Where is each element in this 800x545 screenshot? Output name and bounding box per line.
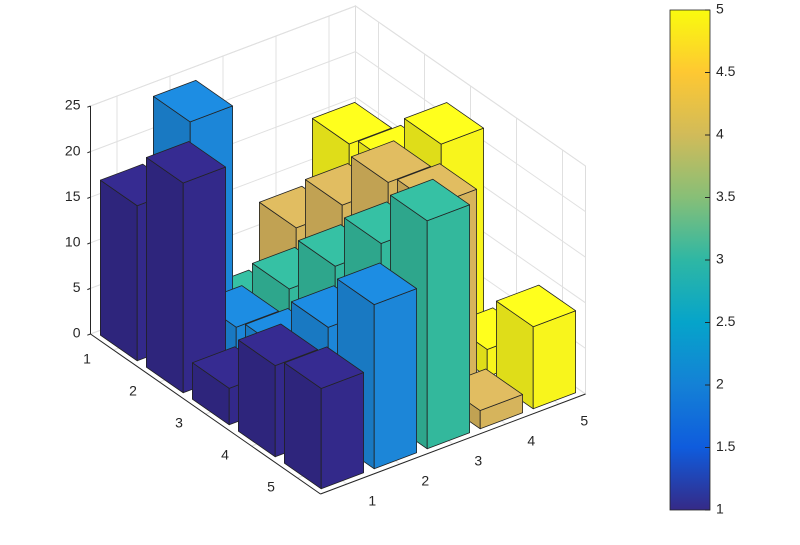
bar-top — [350, 140, 432, 183]
colorbar — [669, 9, 711, 511]
bar-top — [311, 102, 393, 145]
bar — [283, 346, 365, 490]
y-tick-label: 4 — [221, 447, 229, 463]
x-tick-label: 2 — [421, 472, 429, 488]
z-tick-label: 20 — [65, 142, 81, 158]
bar-front — [532, 310, 576, 410]
bar-top — [237, 323, 319, 367]
tick-mark — [87, 151, 91, 154]
y-axis-line — [90, 333, 321, 495]
tick-mark — [87, 196, 91, 199]
bar-front — [373, 288, 418, 470]
bar-top — [145, 141, 227, 184]
bar-top — [336, 262, 418, 306]
y-tick-label: 5 — [267, 479, 275, 495]
colorbar-tick-label: 1.5 — [716, 438, 736, 454]
y-tick-label: 1 — [83, 351, 91, 367]
colorbar-tick-label: 5 — [716, 1, 724, 17]
bar-top — [495, 284, 576, 328]
bar-front — [320, 372, 365, 490]
z-tick-label: 15 — [65, 188, 81, 204]
z-tick-label: 25 — [65, 97, 81, 113]
y-tick-label: 3 — [175, 415, 183, 431]
z-tick-label: 0 — [73, 325, 81, 341]
x-tick-label: 5 — [580, 412, 588, 428]
bar-top — [389, 178, 471, 222]
bar-side — [100, 179, 138, 362]
z-tick-label: 5 — [73, 279, 81, 295]
colorbar-tick-label: 4 — [716, 126, 724, 142]
z-tick-label: 10 — [65, 234, 81, 250]
bar-top — [152, 79, 234, 123]
colorbar-tick-label: 4.5 — [716, 63, 736, 79]
bar-top — [403, 102, 485, 145]
bar-top — [283, 346, 365, 389]
tick-mark — [87, 105, 91, 108]
bar-side — [145, 157, 184, 394]
bar-front — [426, 204, 471, 450]
y-tick-label: 2 — [129, 383, 137, 399]
tick-mark — [87, 333, 91, 336]
x-tick-label: 4 — [527, 432, 535, 448]
tick-mark — [87, 287, 91, 291]
colorbar-tick-label: 3 — [716, 251, 724, 267]
colorbar-tick-label: 2.5 — [716, 313, 736, 329]
x-axis-line — [320, 393, 586, 495]
colorbar-tick-label: 1 — [716, 501, 724, 517]
colorbar-tick-label: 3.5 — [716, 188, 736, 204]
colorbar-tick-label: 2 — [716, 376, 724, 392]
x-tick-label: 3 — [474, 452, 482, 468]
tick-mark — [87, 242, 91, 245]
bar — [145, 141, 227, 394]
x-tick-label: 1 — [368, 492, 376, 508]
